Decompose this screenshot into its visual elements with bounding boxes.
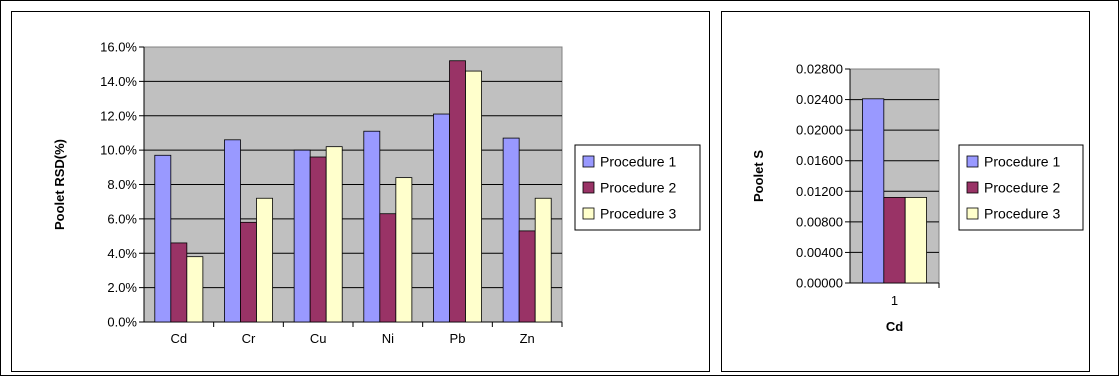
bar-procedure-1 <box>502 137 520 323</box>
bar-procedure-2 <box>170 242 188 323</box>
y-tick-label: 4.0% <box>107 246 137 261</box>
bar-procedure-3 <box>904 196 927 284</box>
legend-label: Procedure 1 <box>984 154 1060 170</box>
bar-procedure-3 <box>395 177 413 323</box>
y-tick-label: 0.00800 <box>796 214 843 229</box>
bar-procedure-1 <box>293 149 311 323</box>
y-tick-label: 0.02000 <box>796 123 843 138</box>
x-tick-label: Cu <box>310 331 327 346</box>
rsd-chart-svg: 0.0% 2.0% 4.0% 6.0% 8.0% 10.0% 12.0% 14.0% 16.0%… <box>52 40 701 346</box>
bar-procedure-3 <box>325 146 343 323</box>
x-tick-label: Pb <box>450 331 466 346</box>
y-tick-label: 8.0% <box>107 177 137 192</box>
legend-swatch <box>966 181 979 194</box>
legend-swatch <box>966 207 979 220</box>
bar-procedure-1 <box>433 113 450 323</box>
x-tick-label: Zn <box>520 331 535 346</box>
bar-procedure-2 <box>449 60 466 323</box>
bar-procedure-1 <box>363 130 381 323</box>
y-tick-label: 0.00000 <box>796 276 843 291</box>
y-tick-label: 6.0% <box>107 211 137 226</box>
s-chart-svg: 0.00000 0.00400 0.00800 0.01200 0.01600 0.020… <box>751 62 1084 334</box>
y-tick-label: 10.0% <box>100 143 137 158</box>
y-tick-label: 12.0% <box>100 108 137 123</box>
bar-procedure-1 <box>224 139 241 323</box>
x-tick-label: Cr <box>242 331 256 346</box>
legend-label: Procedure 3 <box>984 206 1060 222</box>
legend-label: Procedure 1 <box>600 154 676 170</box>
s-chart: 0.00000 0.00400 0.00800 0.01200 0.01600 0.020… <box>721 11 1090 372</box>
legend-swatch <box>966 155 979 168</box>
legend-label: Procedure 2 <box>600 180 676 196</box>
y-axis-title: Poolet S <box>751 150 766 202</box>
bar-procedure-3 <box>186 256 204 323</box>
x-axis-title: Cd <box>886 319 903 334</box>
y-tick-label: 0.0% <box>107 315 137 330</box>
y-tick-label: 2.0% <box>107 280 137 295</box>
bar-procedure-1 <box>154 154 172 323</box>
legend-swatch <box>582 207 595 220</box>
legend-swatch <box>582 155 595 168</box>
y-tick-label: 0.01600 <box>796 153 843 168</box>
legend-swatch <box>582 181 595 194</box>
y-tick-label: 0.02400 <box>796 92 843 107</box>
legend-box <box>958 144 1084 231</box>
x-tick-label: 1 <box>891 293 898 308</box>
y-tick-label: 16.0% <box>100 40 137 55</box>
bar-procedure-2 <box>379 213 397 323</box>
y-tick-label: 0.00400 <box>796 245 843 260</box>
bar-procedure-2 <box>883 196 906 284</box>
rsd-chart: 0.0% 2.0% 4.0% 6.0% 8.0% 10.0% 12.0% 14.0% 16.0%… <box>11 11 710 372</box>
bar-procedure-2 <box>240 221 257 323</box>
bar-procedure-1 <box>862 98 885 284</box>
x-tick-label: Ni <box>382 331 394 346</box>
bar-procedure-2 <box>309 156 327 323</box>
y-tick-label: 0.01200 <box>796 184 843 199</box>
legend-box <box>574 144 701 231</box>
y-tick-label: 14.0% <box>100 74 137 89</box>
bar-procedure-3 <box>465 70 482 323</box>
legend-label: Procedure 3 <box>600 206 676 222</box>
x-tick-label: Cd <box>171 331 188 346</box>
legend-label: Procedure 2 <box>984 180 1060 196</box>
y-tick-label: 0.02800 <box>796 62 843 77</box>
y-axis-title: Poolet RSD(%) <box>52 139 67 230</box>
bar-procedure-3 <box>256 197 273 323</box>
bar-procedure-3 <box>534 197 552 323</box>
bar-procedure-2 <box>518 230 536 323</box>
